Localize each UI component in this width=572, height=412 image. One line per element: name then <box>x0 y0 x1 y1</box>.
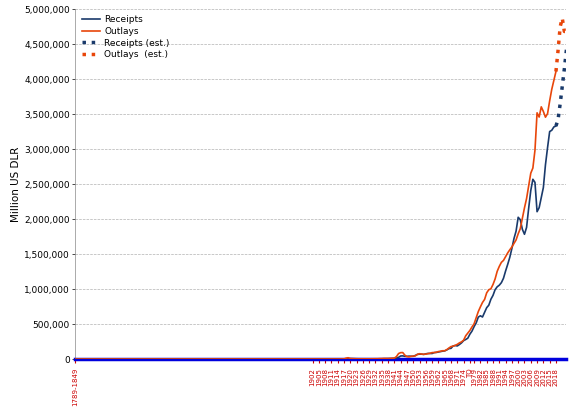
Receipts (est.) <box>553 124 559 129</box>
Line: Receipts: Receipts <box>76 126 556 359</box>
Receipts (est.) <box>563 47 570 52</box>
Line: Outlays  (est.): Outlays (est.) <box>556 18 566 72</box>
Receipts <box>72 356 79 361</box>
Receipts <box>479 314 486 319</box>
Receipts <box>505 262 511 267</box>
Outlays  (est.) <box>561 29 568 34</box>
Outlays <box>251 356 257 361</box>
Outlays <box>252 356 259 361</box>
Y-axis label: Million US DLR: Million US DLR <box>11 146 21 222</box>
Outlays  (est.) <box>553 69 559 74</box>
Outlays  (est.) <box>555 48 562 53</box>
Legend: Receipts, Outlays, Receipts (est.), Outlays  (est.): Receipts, Outlays, Receipts (est.), Outl… <box>78 12 173 63</box>
Receipts (est.) <box>561 66 568 71</box>
Receipts <box>553 124 559 129</box>
Receipts <box>307 356 314 361</box>
Outlays  (est.) <box>559 16 566 21</box>
Outlays <box>553 69 559 74</box>
Receipts <box>549 128 555 133</box>
Outlays <box>433 350 440 355</box>
Outlays <box>72 356 79 361</box>
Receipts <box>460 338 467 343</box>
Outlays <box>328 356 335 361</box>
Outlays <box>378 356 385 361</box>
Outlays  (est.) <box>557 24 563 29</box>
Outlays  (est.) <box>563 29 570 34</box>
Line: Receipts (est.): Receipts (est.) <box>556 50 566 126</box>
Outlays <box>383 356 390 361</box>
Receipts (est.) <box>555 117 562 122</box>
Receipts <box>527 188 534 193</box>
Receipts (est.) <box>557 101 563 106</box>
Line: Outlays: Outlays <box>76 72 556 359</box>
Receipts (est.) <box>559 84 566 89</box>
